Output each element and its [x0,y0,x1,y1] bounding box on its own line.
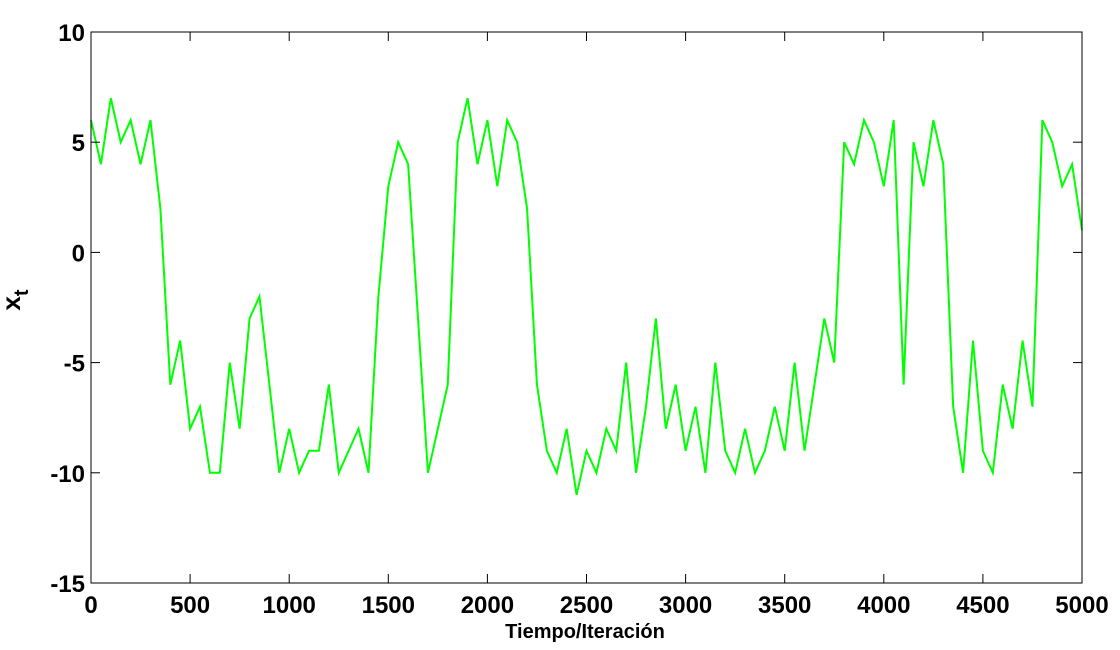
x-axis-label: Tiempo/Iteración [505,621,665,643]
x-tick-label: 4000 [857,592,910,619]
y-label-subscript: t [11,289,33,296]
x-tick-label: 4500 [956,592,1009,619]
x-tick-label: 500 [170,592,210,619]
y-tick-label: -10 [50,461,85,488]
y-label-main: x [0,296,26,311]
data-line [90,97,1083,496]
y-tick-label: 0 [72,240,85,267]
y-tick-label: 5 [72,130,85,157]
x-tick-label: 2500 [560,592,613,619]
y-axis-label: xt [0,289,33,310]
y-tick-label: -15 [50,571,85,598]
x-tick-label: 3000 [659,592,712,619]
x-tick-label: 1500 [362,592,415,619]
x-tick-label: 1000 [263,592,316,619]
y-tick-label: -5 [64,351,85,378]
plot-frame [90,31,1083,584]
x-tick-label: 2000 [461,592,514,619]
x-tick-label: 0 [84,592,97,619]
y-tick-label: 10 [58,20,85,47]
x-tick-label: 3500 [758,592,811,619]
x-tick-label: 5000 [1055,592,1108,619]
